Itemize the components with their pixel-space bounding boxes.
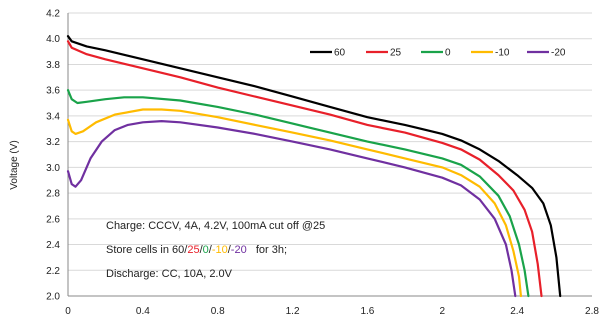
store-sep-3: /: [228, 244, 232, 256]
y-tick-label: 4.0: [46, 34, 60, 45]
y-tick-label: 3.6: [46, 86, 60, 97]
x-tick-label: 2: [440, 306, 446, 317]
y-tick-labels: 2.0 2.2 2.4 2.6 2.8 3.0 3.2 3.4 3.6 3.8 4.0 4.2: [46, 9, 60, 303]
store-temp-m10: -10: [212, 244, 228, 256]
store-temp-0: 0: [203, 244, 209, 256]
y-tick-label: 3.2: [46, 137, 60, 148]
chart-grid: [68, 12, 592, 297]
x-tick-label: 0.8: [211, 306, 225, 317]
y-tick-label: 3.4: [46, 111, 60, 122]
store-prefix: Store cells in 60/: [106, 244, 188, 256]
legend-label: 60: [334, 48, 346, 59]
y-tick-label: 3.0: [46, 163, 60, 174]
legend: 60 25 0 -10 -20: [310, 48, 566, 59]
chart-axes: [67, 13, 592, 297]
y-tick-label: 2.2: [46, 266, 60, 277]
legend-label: 0: [445, 48, 451, 59]
charge-note: Charge: CCCV, 4A, 4.2V, 100mA cut off @2…: [106, 220, 325, 232]
x-tick-label: 0.4: [136, 306, 150, 317]
series-line-2: [66, 89, 530, 298]
legend-label: 25: [390, 48, 402, 59]
y-tick-label: 2.0: [46, 292, 60, 303]
x-tick-label: 2.4: [510, 306, 524, 317]
y-tick-label: 4.2: [46, 9, 60, 20]
series-line-3: [66, 108, 522, 298]
y-tick-label: 2.8: [46, 189, 60, 200]
series-lines: [66, 35, 562, 298]
x-tick-labels: 0 0.4 0.8 1.2 1.6 2 2.4 2.8: [65, 306, 599, 317]
legend-label: -20: [551, 48, 566, 59]
x-tick-label: 1.2: [286, 306, 300, 317]
series-line-4: [66, 120, 517, 298]
store-temp-25: 25: [187, 244, 199, 256]
store-temp-m20: -20: [231, 244, 247, 256]
series-line-0: [66, 35, 562, 298]
store-note: Store cells in 60/25/0/-10/-20 for 3h;: [106, 244, 287, 256]
annotations: Charge: CCCV, 4A, 4.2V, 100mA cut off @2…: [106, 220, 325, 280]
series-line-1: [66, 40, 543, 298]
y-tick-label: 2.4: [46, 240, 60, 251]
y-axis-label: Voltage (V): [9, 140, 20, 189]
discharge-note: Discharge: CC, 10A, 2.0V: [106, 268, 233, 280]
store-sep-2: /: [209, 244, 213, 256]
store-sep-1: /: [200, 244, 204, 256]
store-suffix: for 3h;: [247, 244, 287, 256]
x-tick-label: 2.8: [585, 306, 599, 317]
x-tick-label: 0: [65, 306, 71, 317]
x-tick-label: 1.6: [360, 306, 374, 317]
y-tick-label: 2.6: [46, 214, 60, 225]
y-tick-label: 3.8: [46, 60, 60, 71]
legend-label: -10: [495, 48, 510, 59]
